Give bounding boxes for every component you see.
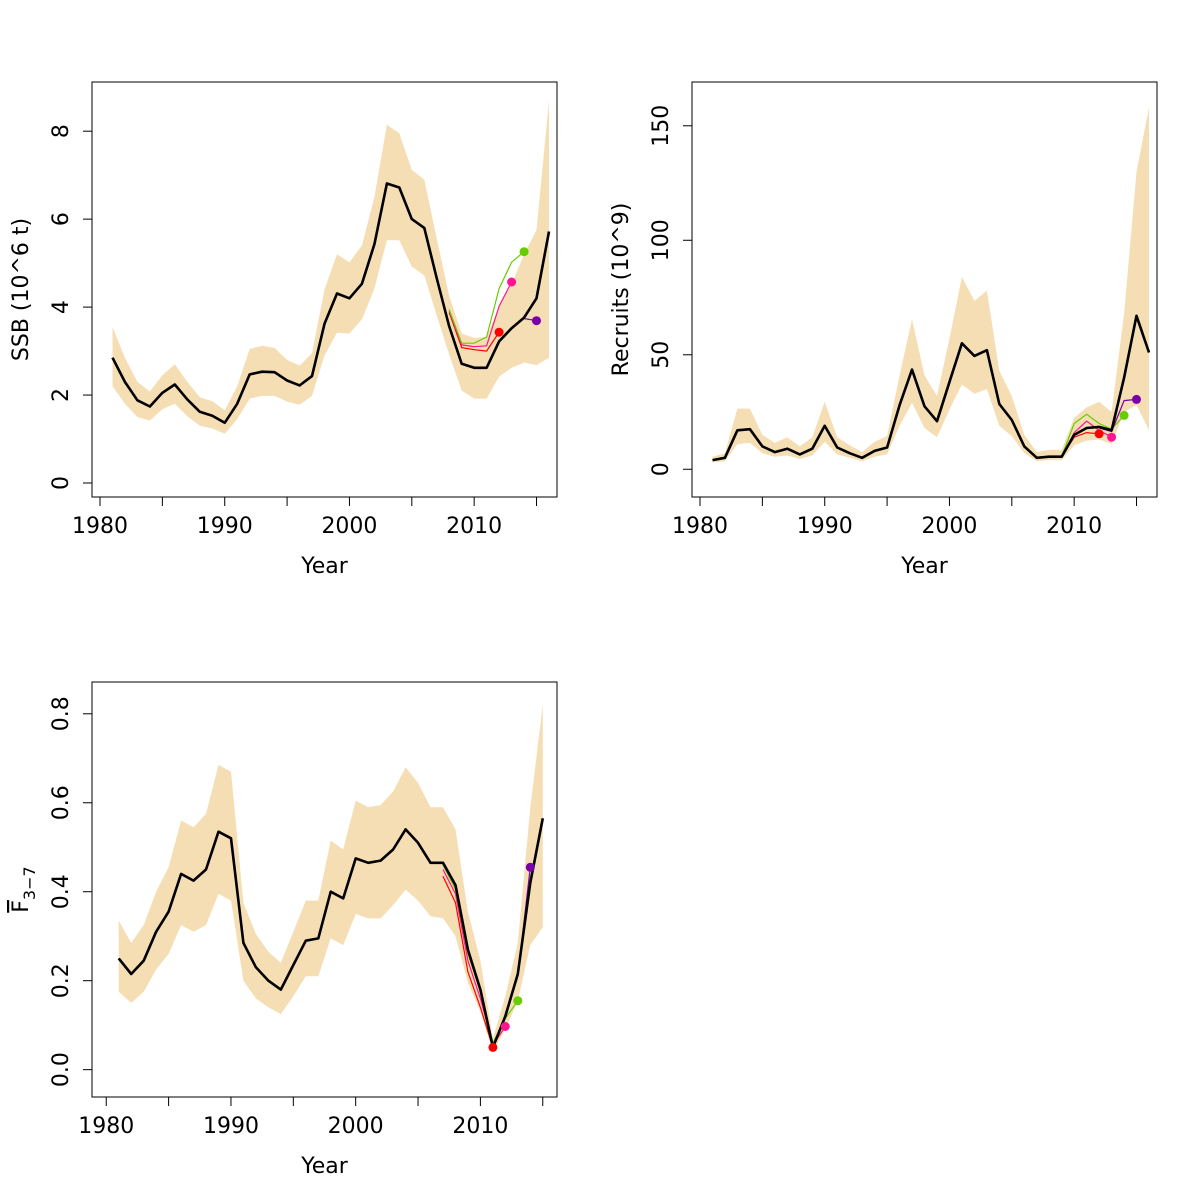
final-estimate-line xyxy=(712,314,1151,462)
x-tick-label: 2010 xyxy=(446,514,502,539)
retro-run-endpoint-3 xyxy=(519,247,529,257)
retro-run-endpoint-2 xyxy=(1107,432,1117,442)
retro-run-endpoint-3 xyxy=(1119,410,1129,420)
x-axis-title: Year xyxy=(900,554,949,579)
retro-run-endpoint-1 xyxy=(488,1042,498,1052)
y-axis-title: SSB (10^6 t) xyxy=(9,218,34,361)
x-tick-label: 2010 xyxy=(452,1114,508,1139)
y-tick-label: 2 xyxy=(49,388,74,402)
y-tick-label: 0.4 xyxy=(49,874,74,909)
y-tick-label: 0 xyxy=(649,462,674,476)
x-axis: 1980 1990 2000 2010 xyxy=(78,1097,544,1139)
y-tick-label: 50 xyxy=(649,341,674,369)
x-axis-title: Year xyxy=(300,554,349,579)
y-tick-label: 0.8 xyxy=(49,696,74,731)
confidence-band xyxy=(112,100,549,434)
x-tick-label: 1990 xyxy=(797,514,853,539)
y-axis-title-main: F xyxy=(9,900,34,913)
y-tick-label: 100 xyxy=(649,219,674,261)
y-axis-title-subscript: 3−7 xyxy=(20,866,39,900)
y-axis: 0 2 4 6 8 xyxy=(49,124,92,490)
y-tick-label: 0.6 xyxy=(49,785,74,820)
y-tick-label: 6 xyxy=(49,212,74,226)
y-tick-label: 150 xyxy=(649,105,674,147)
plot-frame xyxy=(91,81,558,498)
retro-run-line-1 xyxy=(442,875,494,1048)
x-tick-label: 2000 xyxy=(321,514,377,539)
final-estimate-line xyxy=(111,182,551,425)
panel-3: 1980 1990 2000 2010 Year 0.0 0.2 0.4 0.6 0.8 F3−7 xyxy=(9,681,558,1179)
confidence-band xyxy=(118,704,543,1052)
x-tick-label: 2000 xyxy=(328,1114,384,1139)
retro-run-endpoint-2 xyxy=(500,1022,510,1031)
y-axis-title: Recruits (10^9) xyxy=(609,203,634,377)
x-tick-label: 1980 xyxy=(78,1114,134,1139)
retro-run-line-3 xyxy=(448,251,525,344)
x-tick-label: 1980 xyxy=(72,514,128,539)
x-tick-label: 2010 xyxy=(1046,514,1102,539)
x-tick-label: 1990 xyxy=(203,1114,259,1139)
y-tick-label: 0 xyxy=(49,476,74,490)
x-axis: 1980 1990 2000 2010 xyxy=(672,497,1138,539)
y-axis: 0 50 100 150 xyxy=(649,105,692,476)
retro-run-endpoint-1 xyxy=(494,327,504,337)
y-tick-label: 0.0 xyxy=(49,1052,74,1087)
x-tick-label: 2000 xyxy=(921,514,977,539)
x-tick-label: 1990 xyxy=(197,514,253,539)
confidence-band xyxy=(712,107,1149,463)
plot-frame xyxy=(91,681,558,1098)
retro-run-endpoint-2 xyxy=(507,277,517,287)
y-tick-label: 8 xyxy=(49,124,74,138)
final-estimate-line xyxy=(117,818,545,1049)
y-axis: 0.0 0.2 0.4 0.6 0.8 xyxy=(49,696,92,1087)
panel-2: 1980 1990 2000 2010 Year 0 50 100 150 Recruits (1… xyxy=(609,81,1158,579)
y-tick-label: 0.2 xyxy=(49,963,74,998)
plot-frame xyxy=(691,81,1158,498)
x-axis: 1980 1990 2000 2010 xyxy=(72,497,538,539)
x-axis-title: Year xyxy=(300,1154,349,1179)
retro-run-endpoint-4 xyxy=(1132,394,1141,404)
y-axis-title: F3−7 xyxy=(9,866,39,912)
y-tick-label: 4 xyxy=(49,300,74,314)
retro-run-endpoint-4 xyxy=(525,862,535,872)
panel-1: 1980 1990 2000 2010 Year 0 2 4 6 8 SSB (10^6 t) xyxy=(9,81,558,579)
retro-run-endpoint-1 xyxy=(1094,429,1104,439)
x-tick-label: 1980 xyxy=(672,514,728,539)
retro-run-endpoint-4 xyxy=(532,316,541,326)
retro-run-line-1 xyxy=(448,312,500,352)
retro-run-endpoint-3 xyxy=(513,996,523,1006)
